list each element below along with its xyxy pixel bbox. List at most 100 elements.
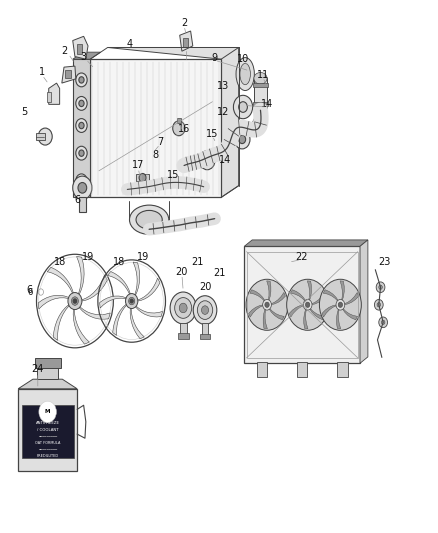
Text: 9: 9 [212,53,218,63]
Circle shape [76,146,87,160]
Bar [247,252,358,358]
Polygon shape [18,389,77,471]
Polygon shape [311,293,326,305]
Polygon shape [180,31,193,51]
Polygon shape [77,256,84,294]
Bar [253,83,268,87]
Circle shape [379,317,388,328]
Polygon shape [304,309,308,329]
Polygon shape [90,59,221,197]
Text: 8: 8 [152,150,159,160]
Text: 5: 5 [21,107,28,117]
Polygon shape [360,240,368,364]
Text: 22: 22 [295,252,307,262]
Circle shape [76,96,87,110]
Polygon shape [267,281,271,301]
Circle shape [263,300,272,310]
Circle shape [126,294,138,309]
Bar [177,334,189,339]
Polygon shape [53,305,69,341]
Circle shape [39,401,57,423]
Polygon shape [133,262,140,295]
Text: 15: 15 [206,128,219,139]
Circle shape [379,285,382,289]
Text: 19: 19 [137,252,149,262]
Circle shape [201,306,208,314]
Circle shape [173,121,185,136]
Text: 6: 6 [74,195,80,205]
Polygon shape [108,271,131,294]
Text: 20: 20 [199,282,211,292]
Polygon shape [263,309,267,329]
Text: PREDILUTED: PREDILUTED [36,454,59,458]
Text: ─────────: ───────── [38,434,57,439]
Text: / COOLANT: / COOLANT [37,428,58,432]
Text: 10: 10 [237,54,249,64]
Circle shape [381,320,385,325]
Circle shape [79,100,84,107]
Polygon shape [73,59,90,197]
Text: 14: 14 [219,155,232,165]
Circle shape [79,177,84,184]
Text: 24: 24 [32,364,44,374]
Polygon shape [250,290,265,302]
Bar [180,323,187,335]
Bar [177,118,181,123]
Circle shape [377,303,381,307]
Polygon shape [271,293,286,305]
Polygon shape [79,307,110,319]
Bar [46,92,51,102]
Polygon shape [244,240,368,246]
Circle shape [38,128,52,145]
Text: 19: 19 [82,252,94,262]
Text: 6: 6 [26,286,32,295]
Polygon shape [18,379,77,389]
Circle shape [374,300,383,310]
Ellipse shape [130,205,169,235]
Circle shape [68,293,82,310]
Bar [253,102,268,106]
Circle shape [199,151,215,169]
Circle shape [129,297,135,305]
Text: 11: 11 [257,70,269,80]
Polygon shape [342,308,357,320]
Circle shape [76,174,87,188]
Polygon shape [244,246,360,364]
Circle shape [79,123,84,128]
Circle shape [79,150,84,156]
Text: 6: 6 [28,287,33,296]
Polygon shape [336,309,341,329]
Polygon shape [38,295,69,309]
Circle shape [204,156,211,165]
Bar [183,38,188,47]
Circle shape [303,300,312,310]
Circle shape [265,302,269,308]
Circle shape [79,77,84,83]
Circle shape [76,119,87,132]
Polygon shape [47,267,73,293]
Bar [21,405,74,458]
Text: 15: 15 [167,170,179,180]
Polygon shape [309,308,325,320]
Circle shape [234,130,250,149]
Text: M: M [45,409,50,414]
Text: 23: 23 [379,257,391,267]
Circle shape [179,303,187,313]
Circle shape [239,135,246,143]
Bar [35,133,45,140]
Polygon shape [99,296,126,308]
Text: 16: 16 [178,124,190,134]
Polygon shape [82,275,107,301]
Circle shape [78,182,87,193]
Polygon shape [130,309,144,339]
Text: 4: 4 [127,39,133,49]
Circle shape [336,300,345,310]
Polygon shape [290,290,306,302]
Ellipse shape [254,72,267,84]
Bar [200,334,210,340]
Circle shape [338,302,343,308]
Bar [65,70,71,78]
Polygon shape [62,66,76,83]
Ellipse shape [254,103,267,115]
Bar [337,362,348,376]
